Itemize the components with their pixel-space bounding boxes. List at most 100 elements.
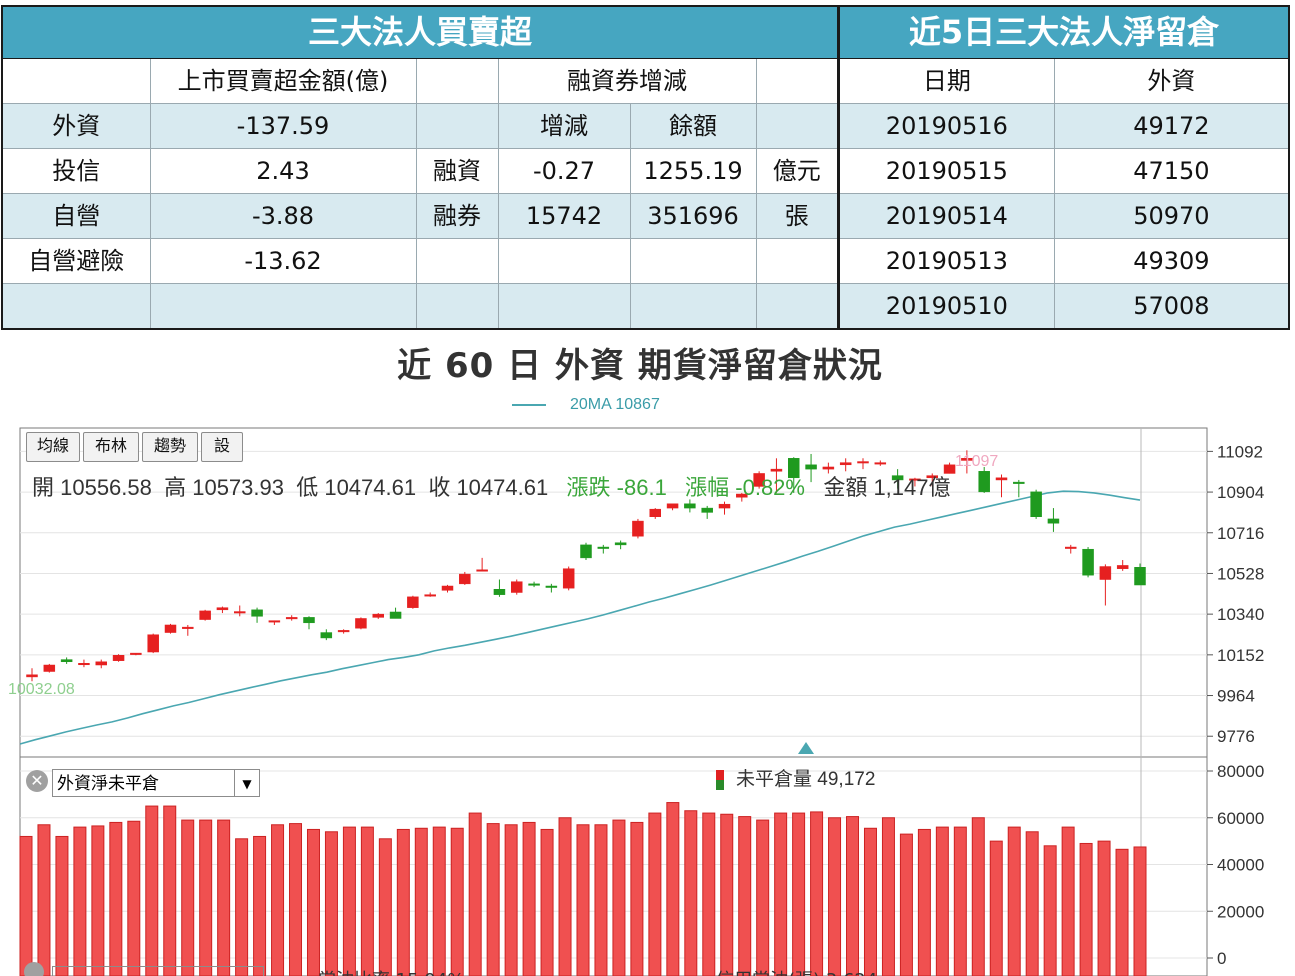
bollinger-button[interactable]: 布林 bbox=[83, 432, 139, 462]
chevron-down-icon[interactable]: ▼ bbox=[234, 770, 259, 796]
candle-body bbox=[839, 462, 852, 466]
volume-bar bbox=[199, 819, 213, 976]
candle-body bbox=[285, 617, 298, 620]
column-header: 上市買賣超金額(億) bbox=[149, 58, 417, 104]
volume-bar bbox=[360, 826, 374, 976]
volume-bar bbox=[181, 819, 195, 976]
candle-body bbox=[684, 503, 696, 509]
volume-bar bbox=[612, 819, 626, 976]
date-cell: 20190513 bbox=[838, 238, 1055, 284]
candle-body bbox=[1013, 481, 1025, 484]
candle-body bbox=[199, 610, 211, 620]
volume-tick-label: 40000 bbox=[1217, 856, 1264, 875]
volume-bar bbox=[971, 817, 985, 976]
candle-body bbox=[407, 596, 419, 608]
candle-body bbox=[805, 464, 817, 470]
candle-body bbox=[1047, 518, 1060, 524]
empty-cell bbox=[149, 283, 417, 330]
ma-line-swatch bbox=[512, 403, 546, 406]
volume-bar bbox=[396, 828, 410, 976]
volume-bar bbox=[235, 838, 249, 976]
candle-body bbox=[234, 611, 246, 614]
empty-cell bbox=[415, 58, 499, 104]
empty-cell bbox=[1, 58, 151, 104]
trend-button[interactable]: 趨勢 bbox=[142, 432, 198, 462]
candle-body bbox=[736, 493, 748, 498]
candle-body bbox=[60, 659, 73, 663]
volume-bar bbox=[163, 805, 177, 976]
volume-bar bbox=[899, 833, 913, 976]
candle-body bbox=[216, 607, 229, 611]
price-tick-label: 10716 bbox=[1217, 524, 1264, 543]
candle-body bbox=[978, 471, 990, 493]
volume-legend-label: 未平倉量 49,172 bbox=[736, 769, 876, 790]
volume-bar bbox=[73, 826, 87, 976]
candle-body bbox=[943, 464, 956, 474]
volume-bar bbox=[881, 817, 895, 976]
net-position-table: 近5日三大法人淨留倉 日期 外資 20190516 49172 20190515… bbox=[838, 5, 1290, 330]
date-cell: 20190516 bbox=[838, 103, 1055, 149]
candle-body bbox=[493, 589, 506, 595]
bottom-left-label: 當沖比率 15.94% bbox=[318, 966, 464, 976]
amount-value: -3.88 bbox=[149, 193, 417, 239]
candle-body bbox=[995, 477, 1008, 481]
volume-bar bbox=[253, 835, 267, 976]
chart-title: 近 60 日 外資 期貨淨留倉狀況 bbox=[397, 346, 883, 386]
volume-bar bbox=[810, 811, 824, 976]
candle-body bbox=[701, 507, 713, 513]
volume-bar bbox=[935, 826, 949, 976]
candle-body bbox=[78, 663, 90, 666]
candle-body bbox=[511, 581, 523, 593]
volume-bar bbox=[738, 816, 752, 976]
volume-bar bbox=[468, 812, 482, 976]
ma-legend: 20MA 10867 bbox=[512, 396, 660, 414]
close-icon[interactable]: ✕ bbox=[26, 770, 48, 792]
volume-bar bbox=[522, 821, 536, 976]
volume-bar bbox=[702, 812, 716, 976]
volume-tick-label: 0 bbox=[1217, 949, 1226, 968]
ohlc-readout: 開 10556.58 高 10573.93 低 10474.61 收 10474… bbox=[32, 470, 951, 502]
volume-bar bbox=[1061, 826, 1075, 976]
volume-bar bbox=[1097, 840, 1111, 976]
settings-button[interactable]: 設 bbox=[201, 432, 243, 462]
close-value: 收 10474.61 bbox=[428, 475, 549, 500]
candle-body bbox=[112, 655, 125, 661]
candle-body bbox=[372, 613, 384, 618]
unit-label: 億元 bbox=[755, 148, 839, 194]
volume-bar bbox=[684, 810, 698, 976]
table-title: 三大法人買賣超 bbox=[1, 5, 839, 59]
close-icon[interactable] bbox=[24, 962, 44, 976]
institutional-trading-table: 三大法人買賣超 上市買賣超金額(億) 融資券增減 外資 -137.59 增減 餘… bbox=[1, 5, 839, 330]
value-cell: 50970 bbox=[1053, 193, 1290, 239]
empty-cell bbox=[415, 103, 499, 149]
indicator-select[interactable]: 外資淨未平倉 ▼ bbox=[52, 769, 260, 797]
bottom-right-label: 信用當沖(張) 3,624 bbox=[716, 966, 877, 976]
volume-bar bbox=[846, 816, 860, 976]
amount-value: 2.43 bbox=[149, 148, 417, 194]
marker-triangle-icon bbox=[798, 742, 814, 754]
indicator-select[interactable] bbox=[52, 966, 264, 976]
volume-bar bbox=[432, 826, 446, 976]
volume-bar bbox=[91, 825, 105, 976]
column-header: 增減 bbox=[497, 103, 631, 149]
volume-tick-label: 20000 bbox=[1217, 902, 1264, 921]
volume-bar bbox=[792, 812, 806, 976]
column-header: 日期 bbox=[838, 58, 1055, 104]
volume-bar bbox=[55, 835, 69, 976]
price-tick-label: 10528 bbox=[1217, 564, 1264, 583]
candle-body bbox=[182, 626, 194, 629]
volume-bar bbox=[953, 826, 967, 976]
volume-bar bbox=[289, 823, 303, 976]
value-cell: 47150 bbox=[1053, 148, 1290, 194]
change-value: 漲跌 -86.1 bbox=[566, 475, 667, 500]
volume-bar bbox=[486, 823, 500, 976]
empty-cell bbox=[497, 238, 631, 284]
candle-body bbox=[891, 475, 904, 481]
row-label: 外資 bbox=[1, 103, 151, 149]
volume-bar bbox=[342, 826, 356, 976]
volume-bar bbox=[378, 838, 392, 976]
candle-body bbox=[614, 542, 627, 546]
ma-button[interactable]: 均線 bbox=[26, 432, 80, 462]
indicator-select-value: 外資淨未平倉 bbox=[57, 774, 159, 794]
empty-cell bbox=[497, 283, 631, 330]
